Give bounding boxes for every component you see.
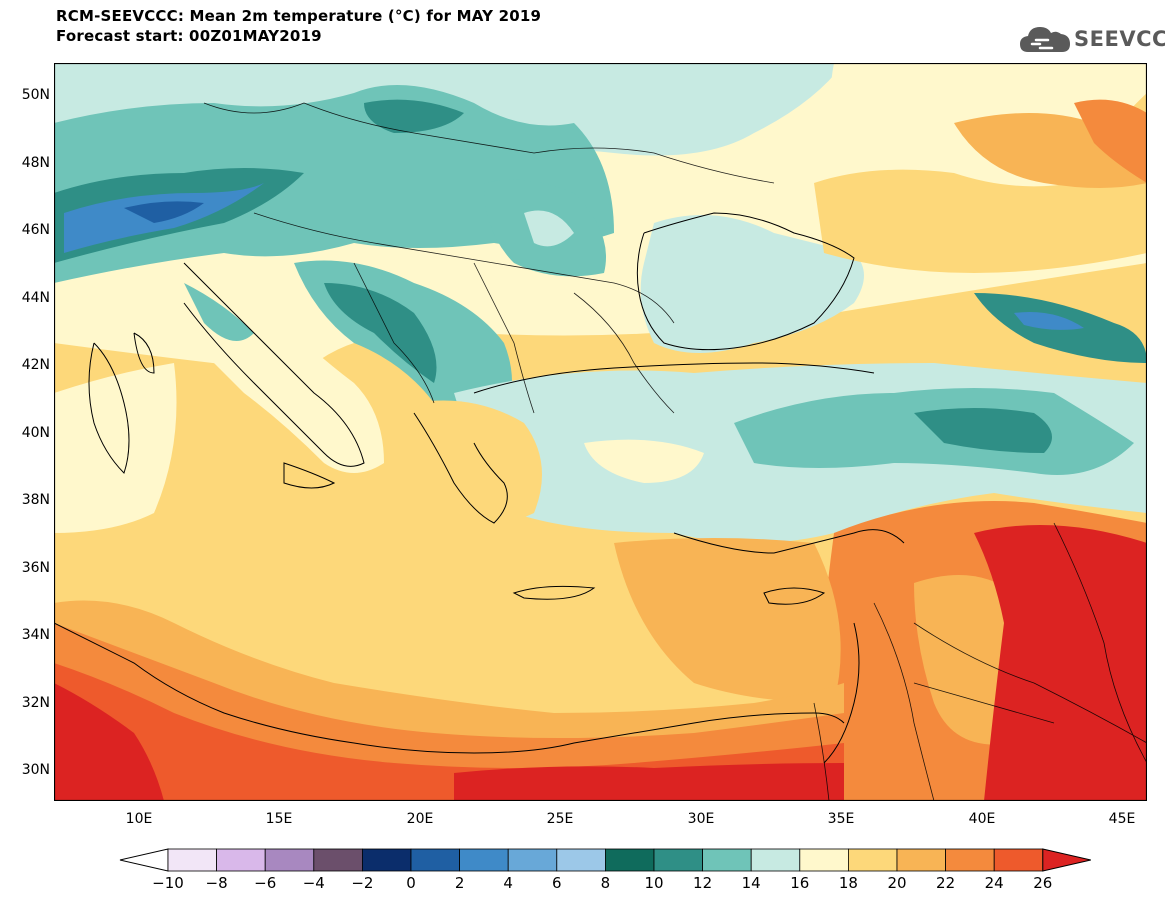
lat-label-46n: 46N — [21, 222, 50, 238]
colorbar-tick-label: 10 — [644, 874, 664, 892]
lat-label-40n: 40N — [21, 425, 50, 441]
anatolia-pale-patch — [584, 439, 704, 483]
colorbar-swatch — [896, 848, 946, 872]
colorbar-under-triangle — [119, 848, 169, 872]
lon-label-20e: 20E — [406, 811, 434, 827]
lat-label-30n: 30N — [21, 762, 50, 778]
country-borders — [203, 102, 1147, 801]
colorbar-tick-label: −4 — [302, 874, 325, 892]
lat-label-32n: 32N — [21, 695, 50, 711]
lat-label-36n: 36N — [21, 560, 50, 576]
colorbar-tick-label: 20 — [887, 874, 907, 892]
lon-label-45e: 45E — [1108, 811, 1136, 827]
cloud-icon — [1020, 27, 1070, 52]
carpathians-north-dark — [364, 99, 464, 133]
lon-label-30e: 30E — [687, 811, 715, 827]
seevccc-logo: SEEVCCC — [1018, 22, 1165, 56]
colorbar-swatch — [605, 848, 655, 872]
carpathians-light — [524, 210, 574, 247]
tunisia-hot — [54, 683, 164, 801]
lat-label-42n: 42N — [21, 357, 50, 373]
south-russia-warm — [814, 93, 1147, 273]
colorbar-swatch — [459, 848, 509, 872]
colorbar-swatch — [848, 848, 898, 872]
logo-text: SEEVCCC — [1074, 27, 1165, 51]
lon-label-25e: 25E — [546, 811, 574, 827]
title-block: RCM-SEEVCCC: Mean 2m temperature (°C) fo… — [56, 6, 541, 46]
colorbar-swatch — [945, 848, 995, 872]
colorbar-tick-label: 4 — [503, 874, 513, 892]
lon-label-10e: 10E — [125, 811, 153, 827]
caucasus-blue — [1014, 312, 1084, 330]
apennines-teal — [184, 283, 254, 341]
lon-label-35e: 35E — [827, 811, 855, 827]
alps-teal-region — [54, 85, 614, 283]
colorbar-tick-label: 8 — [600, 874, 611, 892]
lat-label-38n: 38N — [21, 492, 50, 508]
black-sea — [640, 215, 864, 353]
colorbar-tick-label: 0 — [406, 874, 416, 892]
colorbar-swatch — [799, 848, 849, 872]
colorbar-swatch — [750, 848, 801, 872]
colorbar-swatch — [264, 848, 315, 872]
balkans-dark-teal — [324, 283, 437, 383]
colorbar-swatch — [556, 848, 606, 872]
colorbar-swatch — [507, 848, 558, 872]
colorbar-tick-label: 18 — [838, 874, 858, 892]
lon-label-15e: 15E — [265, 811, 293, 827]
lat-label-44n: 44N — [21, 290, 50, 306]
russia-dark-orange — [1074, 99, 1147, 183]
egypt-hot — [454, 763, 844, 801]
colorbar-tick-label: −8 — [205, 874, 228, 892]
colorbar-tick-label: 2 — [454, 874, 465, 892]
alps-deep-blue — [124, 201, 204, 223]
east-med-orange — [614, 538, 841, 703]
map-title: RCM-SEEVCCC: Mean 2m temperature (°C) fo… — [56, 7, 542, 25]
colorbar-tick-label: −2 — [351, 874, 374, 892]
temperature-map — [54, 63, 1147, 801]
colorbar-tick-label: 26 — [1033, 874, 1053, 892]
lon-label-40e: 40E — [968, 811, 996, 827]
colorbar-swatch — [361, 848, 412, 872]
lat-label-50n: 50N — [21, 87, 50, 103]
colorbar-tick-label: 14 — [741, 874, 761, 892]
colorbar-swatch — [313, 848, 363, 872]
map-border — [54, 63, 1147, 801]
colorbar-tick-label: 12 — [693, 874, 713, 892]
forecast-start: Forecast start: 00Z01MAY2019 — [56, 27, 322, 45]
aegean-region — [414, 400, 542, 521]
colorbar-swatch — [216, 848, 266, 872]
sahara-red-orange — [54, 663, 844, 801]
colorbar-over-triangle — [1042, 848, 1091, 872]
colorbar-swatch — [653, 848, 703, 872]
colorbar-tick-label: 16 — [790, 874, 810, 892]
colorbar-tick-label: 6 — [552, 874, 562, 892]
lat-label-48n: 48N — [21, 155, 50, 171]
iraq-hot — [974, 525, 1147, 801]
colorbar-tick-label: −6 — [254, 874, 277, 892]
colorbar-swatch — [410, 848, 460, 872]
coastlines — [54, 212, 905, 764]
sardinia-region — [54, 363, 177, 533]
colorbar — [119, 848, 1091, 872]
colorbar-swatch — [167, 848, 217, 872]
colorbar-tick-label: 24 — [984, 874, 1004, 892]
colorbar-swatch — [702, 848, 752, 872]
anatolia-dark-teal — [914, 408, 1052, 453]
colorbar-swatch — [993, 848, 1044, 872]
colorbar-tick-label: 22 — [936, 874, 956, 892]
lat-label-34n: 34N — [21, 627, 50, 643]
colorbar-tick-label: −10 — [152, 874, 184, 892]
